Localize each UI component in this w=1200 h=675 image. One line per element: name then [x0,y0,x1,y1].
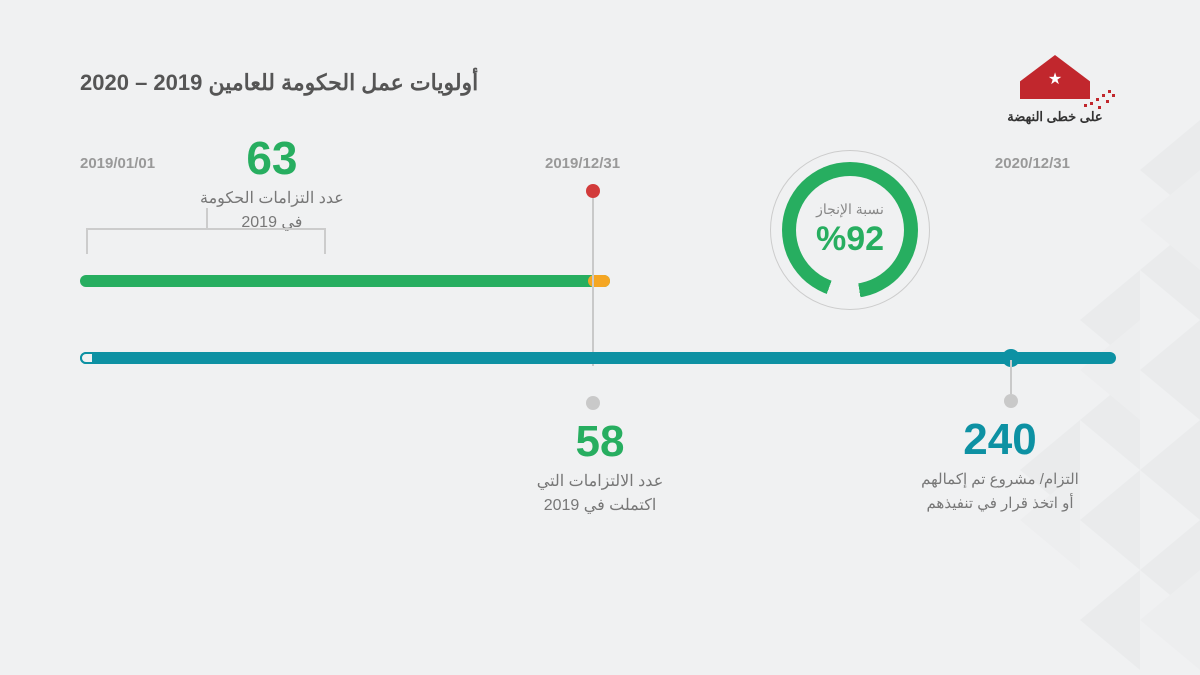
stat-projects-number: 240 [900,418,1100,462]
stat-commitments-done-number: 58 [520,420,680,464]
stat-commitments-done-label: عدد الالتزامات التي اكتملت في 2019 [520,470,680,518]
timeline-240-marker-line [1010,360,1012,394]
logo-star-icon: ★ [1048,69,1062,89]
timeline-date-start: 2019/01/01 [80,155,155,172]
timeline-240-marker-dot [1004,394,1018,408]
timeline-mid-marker-dot [586,184,600,198]
stat-projects: 240 التزام/ مشروع تم إكمالهم أو اتخذ قرا… [900,418,1100,516]
logo-dots-icon [1078,90,1118,114]
page-title: أولويات عمل الحكومة للعامين 2019 – 2020 [80,70,478,96]
timeline-date-end: 2020/12/31 [995,155,1070,172]
bracket-stem [206,208,208,230]
donut-value: %92 [816,220,884,259]
donut-label: نسبة الإنجاز [816,201,884,218]
stat-commitments-total-number: 63 [200,135,344,181]
donut-center: نسبة الإنجاز %92 [796,176,904,284]
timeline-full-bar-cap-left [80,352,94,364]
timeline-2019-bar [80,275,610,287]
timeline-mid-marker-dot-bottom [586,396,600,410]
bracket [86,228,326,254]
stat-commitments-done: 58 عدد الالتزامات التي اكتملت في 2019 [520,420,680,518]
timeline-mid-marker-line [592,198,594,366]
completion-donut: نسبة الإنجاز %92 [770,150,930,310]
stat-projects-label: التزام/ مشروع تم إكمالهم أو اتخذ قرار في… [900,468,1100,516]
timeline-date-mid: 2019/12/31 [545,155,620,172]
timeline-full-bar [80,352,1116,364]
stat-commitments-total: 63 عدد التزامات الحكومة في 2019 [200,135,344,235]
